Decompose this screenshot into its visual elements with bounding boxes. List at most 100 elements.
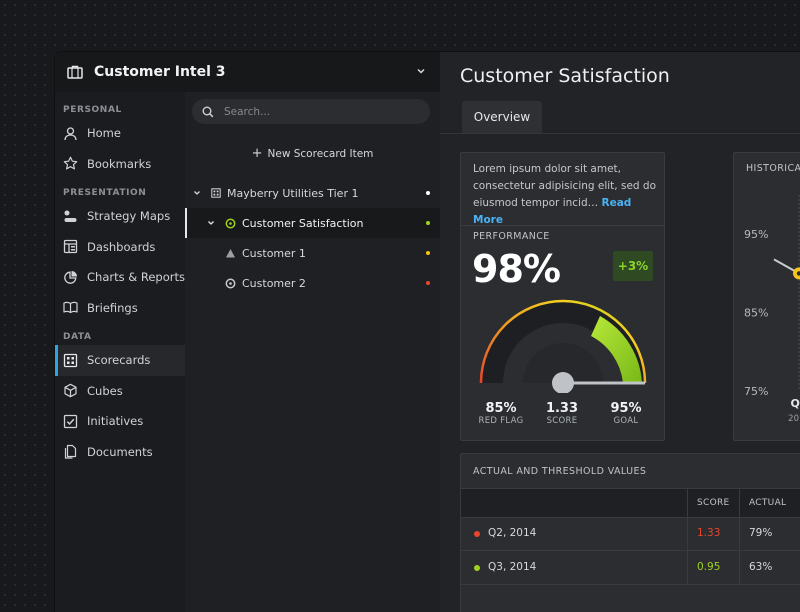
sidebar-item-label: Briefings (87, 300, 138, 315)
goal-label: GOAL (613, 416, 639, 426)
book-icon (63, 301, 78, 314)
sidebar-item-label: Initiatives (87, 414, 144, 429)
sidebar-item-home[interactable]: Home (55, 118, 185, 149)
table-row[interactable]: Q3, 2014 0.95 63% (461, 551, 800, 585)
status-dot (426, 251, 430, 255)
description-text: Lorem ipsum dolor sit amet, consectetur … (473, 161, 658, 229)
sidebar-item-scorecards[interactable]: Scorecards (55, 345, 185, 376)
score-value: 1.33 (545, 401, 579, 416)
section-presentation: PRESENTATION (63, 188, 147, 198)
search-icon (202, 106, 214, 117)
performance-card: Lorem ipsum dolor sit amet, consectetur … (460, 152, 665, 441)
sidebar-item-label: Bookmarks (87, 156, 152, 171)
tree-item-mayberry[interactable]: Mayberry Utilities Tier 1 (185, 178, 440, 208)
chevron-down-icon[interactable] (416, 66, 426, 76)
briefcase-icon (67, 65, 83, 79)
red-flag-stat: 85% RED FLAG (471, 401, 531, 426)
sidebar-item-documents[interactable]: Documents (55, 437, 185, 468)
sidebar-item-label: Scorecards (87, 353, 151, 368)
status-dot (426, 191, 430, 195)
sidebar-item-label: Documents (87, 444, 153, 459)
y-tick-label: 95% (744, 228, 768, 241)
x-tick-sublabel: 2011 (788, 414, 800, 424)
strategy-map-icon (64, 210, 77, 222)
status-dot (474, 531, 480, 537)
row-period: Q3, 2014 (488, 561, 537, 573)
sidebar-item-cubes[interactable]: Cubes (55, 376, 185, 407)
column-score[interactable]: SCORE (697, 498, 730, 508)
row-period: Q2, 2014 (488, 527, 537, 539)
data-point (793, 267, 800, 280)
tree-item-label: Customer 2 (242, 276, 306, 290)
scorecard-icon (211, 188, 221, 198)
series-line (773, 258, 800, 275)
checkbox-icon (63, 414, 78, 428)
new-scorecard-item-label: New Scorecard Item (267, 148, 374, 160)
column-actual[interactable]: ACTUAL (749, 498, 787, 508)
dashboard-icon (63, 240, 78, 254)
search-input[interactable] (222, 104, 416, 119)
divider (461, 225, 664, 226)
red-flag-label: RED FLAG (478, 416, 524, 426)
app-header[interactable]: Customer Intel 3 (55, 52, 440, 92)
status-dot (474, 565, 480, 571)
app-window: Customer Intel 3 PERSONAL Home Bookmarks… (55, 52, 800, 612)
tree-item-customer-1[interactable]: Customer 1 (185, 238, 440, 268)
page-title: Customer Satisfaction (460, 65, 670, 87)
gauge-goal-segment (591, 316, 642, 383)
performance-value: 98% (472, 247, 561, 291)
row-actual: 63% (749, 561, 773, 573)
app-title: Customer Intel 3 (94, 64, 226, 80)
tree-item-label: Customer Satisfaction (242, 216, 364, 230)
performance-label: PERFORMANCE (473, 231, 550, 242)
data-point-center (796, 271, 800, 276)
star-icon (63, 156, 78, 170)
sidebar-item-initiatives[interactable]: Initiatives (55, 406, 185, 437)
cube-icon (64, 383, 77, 398)
main-content: Customer Satisfaction Overview Lorem ips… (440, 52, 800, 612)
row-actual: 79% (749, 527, 773, 539)
threshold-table-card: ACTUAL AND THRESHOLD VALUES SCORE ACTUAL… (460, 453, 800, 612)
plus-icon: + (251, 146, 263, 161)
performance-gauge (479, 299, 647, 393)
row-score: 1.33 (697, 527, 721, 539)
historical-line-chart: 95%85%75%Q12011Q220 (744, 195, 800, 424)
goal-value: 95% (610, 401, 642, 416)
section-data: DATA (63, 332, 92, 342)
gauge-threshold-rim (479, 299, 647, 384)
triangle-icon (226, 248, 235, 257)
user-icon (64, 127, 77, 140)
read-more-link[interactable]: Read More (473, 197, 632, 226)
sidebar-item-label: Cubes (87, 383, 123, 398)
sidebar-item-label: Home (87, 126, 121, 141)
sidebar-item-bookmarks[interactable]: Bookmarks (55, 149, 185, 180)
tree-item-customer-satisfaction[interactable]: Customer Satisfaction (185, 208, 440, 238)
section-personal: PERSONAL (63, 105, 122, 115)
gauge-pivot (552, 372, 574, 393)
score-label: SCORE (546, 416, 578, 426)
sidebar-item-label: Charts & Reports (87, 270, 185, 285)
tree-item-customer-2[interactable]: Customer 2 (185, 268, 440, 298)
chevron-down-icon[interactable] (207, 219, 215, 227)
target-icon (225, 218, 236, 228)
tree-item-label: Mayberry Utilities Tier 1 (227, 186, 359, 200)
sidebar-item-briefings[interactable]: Briefings (55, 293, 185, 324)
score-stat: 1.33 SCORE (532, 401, 592, 426)
sidebar-item-dashboards[interactable]: Dashboards (55, 232, 185, 263)
table-header: SCORE ACTUAL (461, 488, 800, 518)
new-scorecard-item-button[interactable]: + New Scorecard Item (185, 146, 440, 161)
column-divider (739, 488, 740, 585)
table-row[interactable]: Q2, 2014 1.33 79% (461, 517, 800, 551)
chevron-down-icon[interactable] (193, 189, 201, 197)
sidebar-item-strategy-maps[interactable]: Strategy Maps (55, 201, 185, 232)
target-icon (225, 278, 236, 288)
status-dot (426, 221, 430, 225)
scorecard-tree-panel: + New Scorecard Item Mayberry Utilities T… (185, 92, 440, 612)
historical-performance-card: HISTORICAL PERFORMA 95%85%75%Q12011Q220 (733, 152, 800, 441)
table-title: ACTUAL AND THRESHOLD VALUES (473, 466, 647, 477)
historical-label: HISTORICAL PERFORMA (746, 163, 800, 174)
tab-overview[interactable]: Overview (462, 101, 542, 133)
description-body: Lorem ipsum dolor sit amet, consectetur … (473, 163, 657, 209)
sidebar-item-charts-reports[interactable]: Charts & Reports (55, 262, 185, 293)
row-score: 0.95 (697, 561, 721, 573)
